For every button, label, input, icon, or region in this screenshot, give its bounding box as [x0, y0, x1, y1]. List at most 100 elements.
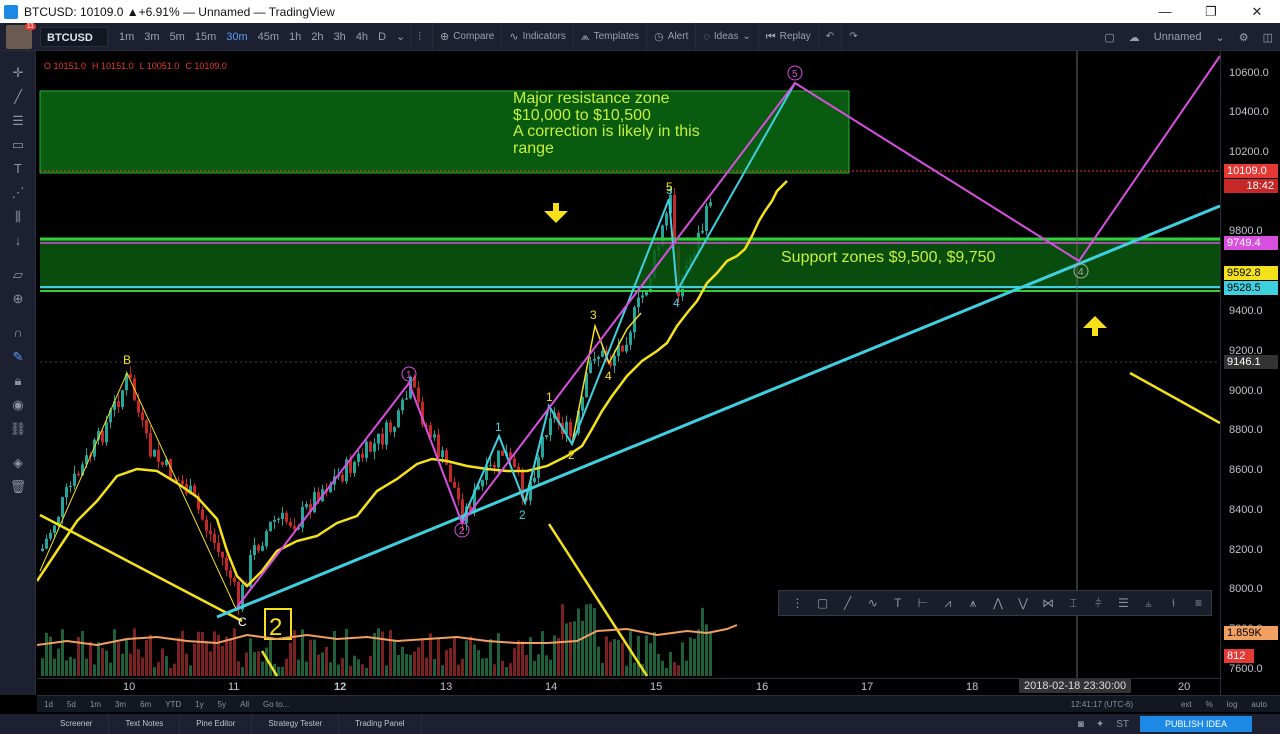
- redo-button[interactable]: ↷: [841, 22, 864, 51]
- pattern-icon[interactable]: ⋰: [11, 185, 25, 200]
- volume-bar: [309, 639, 312, 676]
- interval-15m[interactable]: 15m: [194, 30, 217, 43]
- tab-strategy-tester[interactable]: Strategy Tester: [252, 714, 340, 734]
- range-all[interactable]: All: [240, 699, 249, 709]
- tab-text-notes[interactable]: Text Notes: [109, 714, 181, 734]
- ruler-icon[interactable]: ▱: [13, 267, 23, 282]
- layers-icon[interactable]: ◈: [13, 455, 23, 470]
- ohlc-high: H 10151.0: [92, 61, 134, 71]
- candle-body: [581, 396, 584, 411]
- interval-30m[interactable]: 30m: [226, 30, 248, 43]
- elliott-triangle-icon[interactable]: ⋈: [1042, 596, 1055, 610]
- replay-button[interactable]: ⏮ Replay: [757, 22, 818, 51]
- lock-icon[interactable]: 🔒︎: [14, 373, 22, 388]
- avatar[interactable]: 11: [6, 22, 36, 49]
- pencil-icon[interactable]: ✎: [12, 349, 24, 364]
- log-toggle[interactable]: log: [1226, 699, 1238, 709]
- date-range-icon[interactable]: ⫩: [1094, 595, 1102, 610]
- symbol-search-input[interactable]: BTCUSD: [40, 26, 108, 47]
- range-ytd[interactable]: YTD: [165, 699, 182, 709]
- candle-body: [69, 485, 72, 488]
- trash-icon[interactable]: 🗑︎: [9, 479, 27, 494]
- range-3m[interactable]: 3m: [114, 699, 127, 709]
- arrow-down-icon[interactable]: ↓: [14, 233, 22, 248]
- templates-button[interactable]: ⩕ Templates: [572, 22, 646, 51]
- interval-3h[interactable]: 3h: [333, 30, 346, 43]
- fib-fan-icon[interactable]: ⫮: [1171, 595, 1175, 610]
- brush-tool-icon[interactable]: ∿: [867, 596, 878, 610]
- range-1d[interactable]: 1d: [44, 699, 53, 709]
- interval-4h[interactable]: 4h: [355, 30, 369, 43]
- xabcd-pattern-icon[interactable]: ⩚: [969, 595, 977, 610]
- fib-extension-icon[interactable]: ⫨: [1145, 595, 1152, 610]
- link-icon[interactable]: ⛓: [9, 421, 27, 436]
- chart-style-button[interactable]: ⫶: [410, 22, 432, 51]
- range-5d[interactable]: 5d: [66, 699, 76, 709]
- undo-button[interactable]: ↶: [817, 22, 841, 51]
- interval-d[interactable]: D: [378, 30, 387, 43]
- close-button[interactable]: ✕: [1251, 4, 1263, 19]
- interval-3m[interactable]: 3m: [144, 30, 160, 43]
- publish-idea-button[interactable]: PUBLISH IDEA: [1140, 716, 1252, 732]
- percent-toggle[interactable]: %: [1205, 699, 1213, 709]
- price-axis[interactable]: 10600.0 10400.0 10200.0 9800.0 9400.0 92…: [1220, 51, 1280, 695]
- tab-trading-panel[interactable]: Trading Panel: [339, 714, 422, 734]
- interval-1m[interactable]: 1m: [119, 30, 135, 43]
- prediction-icon[interactable]: ⫼: [15, 209, 21, 224]
- magnet-icon[interactable]: ∩: [13, 325, 23, 340]
- auto-toggle[interactable]: auto: [1251, 699, 1267, 709]
- text-tool-icon[interactable]: T: [894, 596, 902, 610]
- zoom-icon[interactable]: ⊕: [12, 291, 24, 306]
- chevron-down-icon[interactable]: ⌄: [1215, 31, 1225, 44]
- fullscreen-icon[interactable]: ▢: [1104, 31, 1115, 44]
- chevron-down-icon[interactable]: ⌄: [396, 30, 406, 43]
- goto-date-button[interactable]: Go to...: [262, 699, 290, 709]
- layout-name[interactable]: Unnamed: [1153, 31, 1202, 43]
- price-range-icon[interactable]: ⌶: [1069, 595, 1077, 610]
- text-icon[interactable]: T: [14, 161, 22, 176]
- eye-icon[interactable]: ◉: [12, 397, 24, 412]
- elliott-impulse-icon[interactable]: ⋀: [993, 596, 1003, 610]
- ideas-button[interactable]: ◌ Ideas ⌄: [695, 22, 757, 51]
- ext-toggle[interactable]: ext: [1180, 699, 1192, 709]
- twitter-icon[interactable]: ✦: [1095, 718, 1105, 730]
- timezone-clock[interactable]: 12:41:17 (UTC-6): [1070, 699, 1133, 709]
- interval-45m[interactable]: 45m: [257, 30, 280, 43]
- trendline-icon[interactable]: ╱: [14, 89, 22, 104]
- interval-5m[interactable]: 5m: [169, 30, 185, 43]
- alert-button[interactable]: ◷ Alert: [646, 22, 695, 51]
- fib-retracement-icon[interactable]: ☰: [1117, 596, 1129, 610]
- range-1y[interactable]: 1y: [195, 699, 204, 709]
- pitchfork-icon[interactable]: ⩘: [944, 595, 952, 610]
- chart-canvas[interactable]: Major resistance zone $10,000 to $10,500…: [35, 51, 1221, 695]
- horizontal-ray-icon[interactable]: ⊢: [917, 596, 929, 610]
- candle-body: [129, 374, 132, 379]
- candle-body: [213, 534, 216, 543]
- time-axis[interactable]: 10 11 12 13 14 15 16 17 18 20 2018-02-18…: [37, 678, 1220, 695]
- tab-pine-editor[interactable]: Pine Editor: [180, 714, 253, 734]
- more-tools-icon[interactable]: ≡: [1195, 596, 1203, 610]
- interval-2h[interactable]: 2h: [311, 30, 324, 43]
- elliott-correction-icon[interactable]: ⋁: [1018, 596, 1029, 610]
- range-1m[interactable]: 1m: [89, 699, 101, 709]
- fib-icon[interactable]: ☰: [12, 113, 24, 128]
- indicators-button[interactable]: ∿ Indicators: [501, 22, 573, 51]
- camera-icon[interactable]: ◙: [1077, 718, 1084, 730]
- crosshair-icon[interactable]: ✛: [12, 65, 24, 80]
- compare-button[interactable]: ⊕ Compare: [431, 22, 501, 51]
- candle-body: [161, 461, 164, 465]
- tab-screener[interactable]: Screener: [0, 714, 110, 734]
- stocktwits-icon[interactable]: ST: [1116, 718, 1129, 730]
- drag-handle-icon[interactable]: ⋮: [791, 596, 804, 610]
- camera-icon[interactable]: ◫: [1262, 31, 1273, 44]
- maximize-button[interactable]: ❐: [1205, 4, 1217, 19]
- volume-bar: [257, 651, 260, 676]
- interval-1h[interactable]: 1h: [289, 30, 302, 43]
- gear-icon[interactable]: ⚙: [1238, 31, 1249, 44]
- minimize-button[interactable]: —: [1158, 4, 1172, 19]
- rectangle-icon[interactable]: ▭: [11, 137, 25, 152]
- range-5y[interactable]: 5y: [217, 699, 227, 709]
- rectangle-tool-icon[interactable]: ▢: [816, 596, 829, 610]
- trend-line-tool-icon[interactable]: ╱: [844, 596, 852, 610]
- range-6m[interactable]: 6m: [140, 699, 152, 709]
